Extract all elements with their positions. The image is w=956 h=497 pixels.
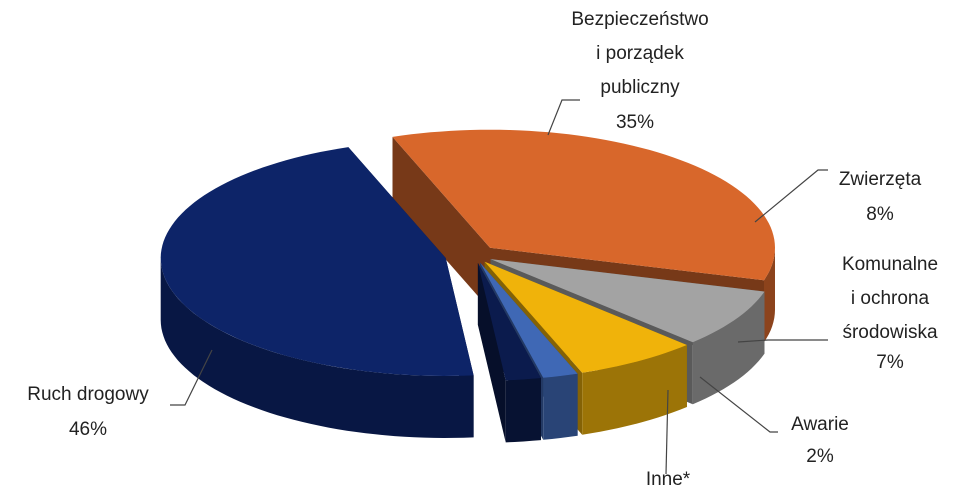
category-label: Komunalne i ochrona środowiska [842, 254, 938, 343]
slice-side [392, 136, 490, 310]
value-label: 35% [616, 112, 654, 133]
slice-top [392, 129, 775, 281]
leader-line [547, 99, 580, 136]
slice-wall [160, 258, 474, 438]
slice [160, 147, 474, 438]
leader-line [699, 376, 778, 433]
slice-top [477, 263, 541, 381]
category-label: Inne* [646, 469, 691, 490]
slice-top [480, 262, 578, 378]
value-label: 8% [866, 204, 894, 225]
leader-line [170, 349, 213, 406]
value-label: 46% [69, 419, 107, 440]
value-label: 7% [876, 352, 904, 373]
value-label: 2% [806, 446, 834, 467]
leader-line [665, 389, 669, 475]
category-label: Awarie [791, 414, 849, 435]
category-label: Ruch drogowy [27, 384, 149, 405]
category-label: Zwierzęta [839, 169, 922, 190]
category-label: Bezpieczeństwo i porządek publiczny [571, 9, 708, 98]
slice-top [160, 147, 474, 376]
slice-top [490, 259, 765, 343]
slice-wall [543, 373, 578, 440]
leader-line [737, 339, 828, 343]
slice-wall [582, 345, 687, 435]
slice-top [484, 261, 687, 373]
slice-wall [764, 247, 775, 343]
slice [477, 263, 541, 443]
slice-wall [505, 378, 541, 443]
slice-side [477, 263, 506, 443]
slice-wall [692, 291, 765, 405]
leader-line [754, 169, 828, 223]
